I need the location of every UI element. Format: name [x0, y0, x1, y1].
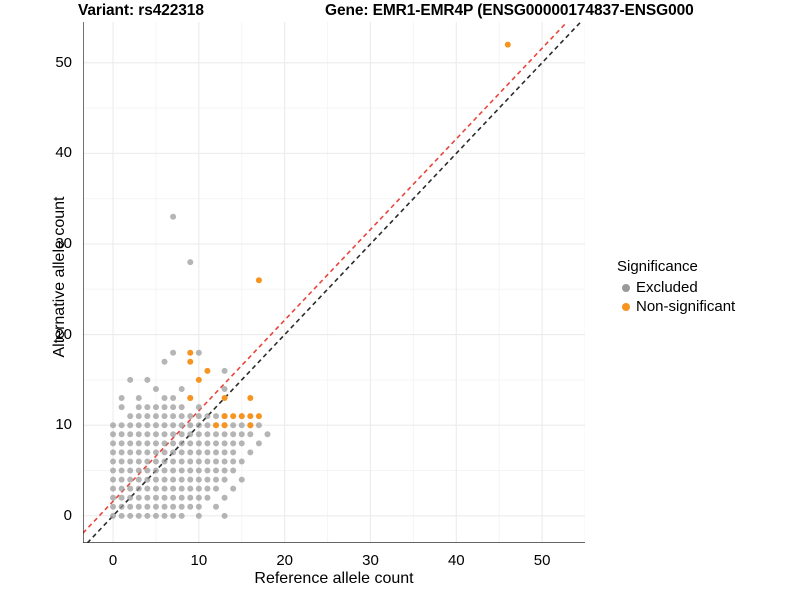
series-non-significant	[187, 41, 511, 429]
gene-title: Gene: EMR1-EMR4P (ENSG00000174837-ENSG00…	[325, 2, 694, 19]
legend-item-non-significant[interactable]: Non-significant	[617, 297, 797, 316]
legend-swatch-excluded-icon	[617, 283, 634, 292]
plot-panel	[83, 22, 585, 543]
y-axis-tick-labels: 0 10 20 30 40 50	[0, 0, 72, 600]
x-axis-title: Reference allele count	[254, 570, 414, 587]
legend-label-excluded: Excluded	[636, 279, 698, 296]
x-tick-label: 10	[190, 552, 208, 569]
legend-title: Significance	[617, 258, 698, 275]
y-tick-label: 50	[55, 53, 72, 71]
series-excluded	[110, 213, 271, 519]
legend-label-non-significant: Non-significant	[636, 298, 736, 315]
y-tick-label: 0	[63, 506, 72, 524]
legend: Significance Excluded Non-significant	[617, 258, 797, 316]
y-tick-label: 30	[55, 234, 72, 252]
y-tick-label: 10	[55, 416, 72, 434]
x-tick-label: 0	[108, 552, 118, 569]
y-tick-label: 40	[55, 144, 72, 162]
variant-title: Variant: rs422318	[78, 2, 204, 19]
x-tick-label: 30	[362, 552, 379, 569]
legend-item-excluded[interactable]: Excluded	[617, 278, 797, 297]
scatter-plot-svg	[83, 22, 585, 543]
x-tick-label: 20	[276, 552, 293, 569]
legend-swatch-non-significant-icon	[617, 302, 634, 311]
y-axis-title: Alternative allele count	[51, 196, 68, 358]
y-tick-label: 20	[55, 325, 72, 343]
x-tick-label: 50	[533, 552, 551, 569]
x-tick-label: 40	[447, 552, 465, 569]
